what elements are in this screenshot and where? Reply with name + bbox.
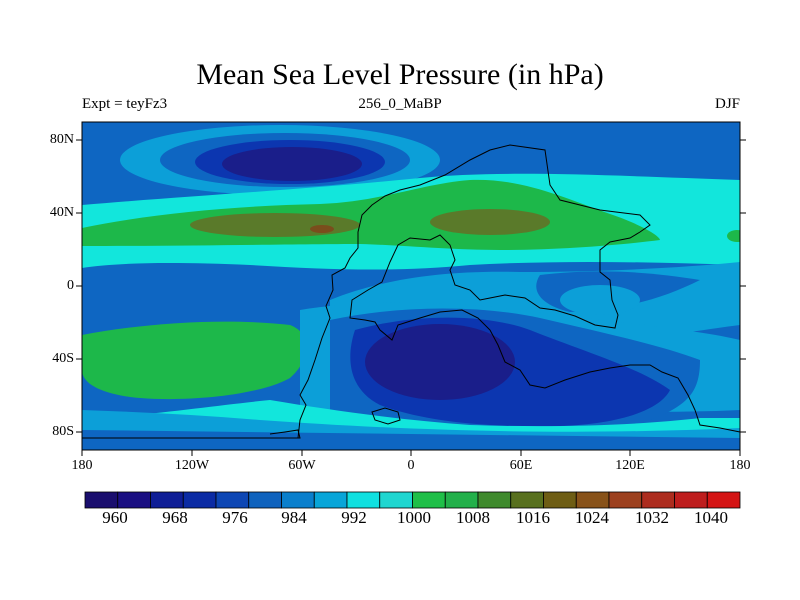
colorbar-label: 984 [281, 508, 307, 527]
lon-label-0: 0 [407, 458, 415, 473]
colorbar-box [510, 491, 544, 509]
season-label: DJF [714, 96, 740, 112]
lon-ticks [81, 450, 741, 456]
plot-title: Mean Sea Level Pressure (in hPa) [196, 58, 604, 91]
field-indian-light [560, 285, 640, 315]
experiment-label: Expt = teyFz3 [82, 96, 168, 112]
colorbar-box [444, 491, 479, 509]
lon-label-120e: 120E [615, 458, 645, 473]
south-coast-outline [82, 429, 301, 439]
colorbar-box [248, 491, 282, 509]
pressure-field [82, 122, 740, 450]
colorbar-box [641, 491, 675, 509]
field-polar-mid [82, 430, 740, 450]
lat-label-80s: 80S [52, 424, 74, 439]
lon-label-60w: 60W [288, 458, 316, 473]
colorbar-box [575, 491, 610, 509]
continent-outline [297, 144, 741, 439]
colorbar-label: 1040 [694, 508, 728, 527]
colorbar-box [215, 491, 250, 509]
colorbar-label: 968 [162, 508, 188, 527]
colorbar-label: 976 [222, 508, 248, 527]
colorbar [84, 491, 741, 509]
colorbar-box [706, 491, 741, 509]
lat-label-40n: 40N [49, 205, 74, 220]
field-north-high-core [310, 225, 334, 233]
colorbar-box [543, 491, 577, 509]
colorbar-box [674, 491, 708, 509]
colorbar-box [412, 491, 446, 509]
time-label: 256_0_MaBP [358, 96, 442, 112]
colorbar-label: 1000 [397, 508, 431, 527]
field-north-low-core [222, 147, 362, 181]
colorbar-label: 1016 [516, 508, 550, 527]
colorbar-label: 1024 [575, 508, 609, 527]
colorbar-box [477, 491, 512, 509]
colorbar-box [84, 491, 119, 509]
colorbar-box [346, 491, 381, 509]
colorbar-label: 1032 [635, 508, 669, 527]
colorbar-box [182, 491, 217, 509]
colorbar-box [150, 491, 184, 509]
lon-label-60e: 60E [509, 458, 533, 473]
lat-label-eq: 0 [67, 278, 74, 293]
lon-label-120w: 120W [174, 458, 210, 473]
field-east-edge-green [727, 230, 740, 242]
antarctic-fragment-outline [371, 407, 401, 425]
lon-label-180w: 180 [71, 458, 93, 473]
lat-label-80n: 80N [49, 132, 74, 147]
colorbar-box [281, 491, 315, 509]
lat-label-40s: 40S [52, 351, 74, 366]
field-south-low-core [365, 324, 515, 400]
field-north-high-olive-east [430, 209, 550, 235]
colorbar-box [379, 491, 413, 509]
colorbar-label: 992 [341, 508, 367, 527]
colorbar-box [117, 491, 151, 509]
lat-ticks [76, 139, 746, 433]
colorbar-label: 960 [102, 508, 128, 527]
colorbar-box [608, 491, 643, 509]
colorbar-box [313, 491, 348, 509]
field-north-high-olive-west [190, 213, 360, 237]
colorbar-label: 1008 [456, 508, 490, 527]
lon-label-180e: 180 [729, 458, 751, 473]
field-south-high-green [82, 321, 307, 400]
